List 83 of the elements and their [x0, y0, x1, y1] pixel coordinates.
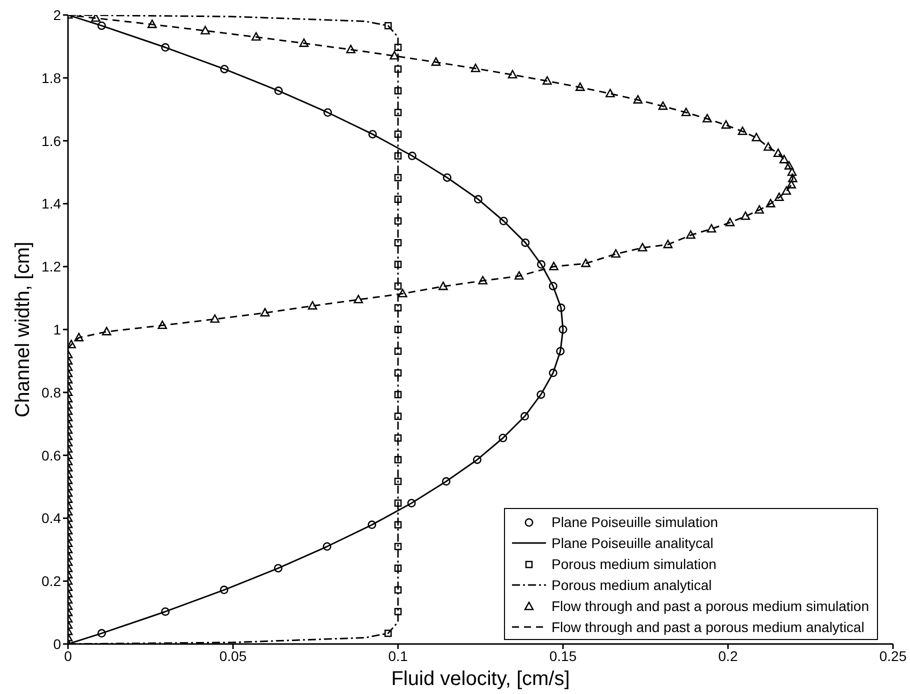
legend-label: Flow through and past a porous medium simulation: [551, 598, 869, 614]
point: [536, 260, 546, 269]
point: [394, 456, 402, 464]
legend-label: Plane Poiseuille simulation: [551, 514, 718, 530]
point: [394, 390, 402, 398]
point: [408, 152, 416, 160]
point: [394, 412, 402, 420]
y-tick-label: 1.2: [42, 258, 62, 275]
point: [394, 564, 402, 572]
legend-label: Porous medium simulation: [551, 556, 716, 572]
y-tick-label: 1.4: [42, 196, 62, 212]
point: [97, 21, 106, 30]
point: [520, 412, 529, 421]
point: [394, 586, 402, 594]
point: [556, 346, 565, 356]
point: [220, 586, 228, 594]
point: [521, 238, 530, 247]
y-tick-label: 1.6: [42, 132, 62, 149]
y-tick-label: 0.4: [42, 510, 62, 526]
x-tick-label: 0.25: [879, 648, 907, 664]
point: [394, 542, 402, 550]
point: [498, 434, 508, 442]
point: [161, 43, 170, 52]
point: [274, 86, 283, 96]
point: [394, 87, 402, 94]
point: [499, 216, 508, 226]
x-tick-label: 0: [64, 648, 72, 664]
point: [384, 630, 392, 637]
point: [556, 304, 566, 312]
point: [442, 173, 452, 182]
point: [394, 65, 402, 73]
y-tick-label: 0.8: [42, 384, 62, 400]
point: [394, 282, 402, 290]
point: [394, 217, 402, 225]
point: [220, 64, 229, 74]
point: [394, 304, 402, 312]
point: [97, 629, 106, 638]
point: [368, 130, 377, 138]
point: [394, 130, 402, 138]
point: [474, 195, 482, 204]
point: [394, 260, 402, 268]
point: [274, 564, 282, 572]
legend-label: Plane Poiseuille analitycal: [551, 534, 714, 550]
point: [394, 239, 402, 246]
point: [548, 282, 558, 290]
y-tick-label: 0.2: [42, 573, 62, 590]
point: [323, 108, 332, 117]
x-axis-title: Fluid velocity, [cm/s]: [391, 668, 570, 690]
y-tick-label: 2: [53, 6, 62, 23]
point: [394, 348, 402, 355]
point: [394, 108, 402, 116]
point: [472, 455, 482, 464]
point: [394, 369, 402, 377]
point: [394, 608, 402, 616]
point: [394, 478, 402, 486]
point: [394, 326, 402, 334]
y-tick-label: 0.6: [42, 447, 62, 464]
point: [394, 521, 402, 528]
y-tick-label: 0: [53, 636, 62, 652]
point: [394, 434, 402, 442]
point: [394, 152, 402, 160]
point: [394, 174, 402, 182]
x-tick-label: 0.1: [388, 648, 408, 664]
legend-label: Flow through and past a porous medium analytical: [551, 618, 864, 634]
y-tick-label: 1: [53, 321, 62, 338]
point: [161, 607, 170, 616]
point: [384, 22, 392, 30]
y-tick-label: 1.8: [42, 70, 62, 86]
point: [548, 368, 558, 378]
point: [322, 542, 332, 551]
point: [394, 44, 402, 52]
x-tick-label: 0.05: [219, 648, 247, 664]
x-tick-label: 0.15: [549, 648, 577, 664]
point: [407, 498, 416, 508]
point: [394, 499, 402, 507]
point: [558, 325, 568, 334]
y-axis-title: Channel width, [cm]: [12, 242, 34, 418]
point: [394, 196, 402, 203]
point: [536, 390, 546, 399]
point: [368, 520, 376, 530]
legend-label: Porous medium analytical: [551, 576, 712, 592]
x-tick-label: 0.2: [718, 648, 738, 664]
point: [442, 477, 450, 486]
